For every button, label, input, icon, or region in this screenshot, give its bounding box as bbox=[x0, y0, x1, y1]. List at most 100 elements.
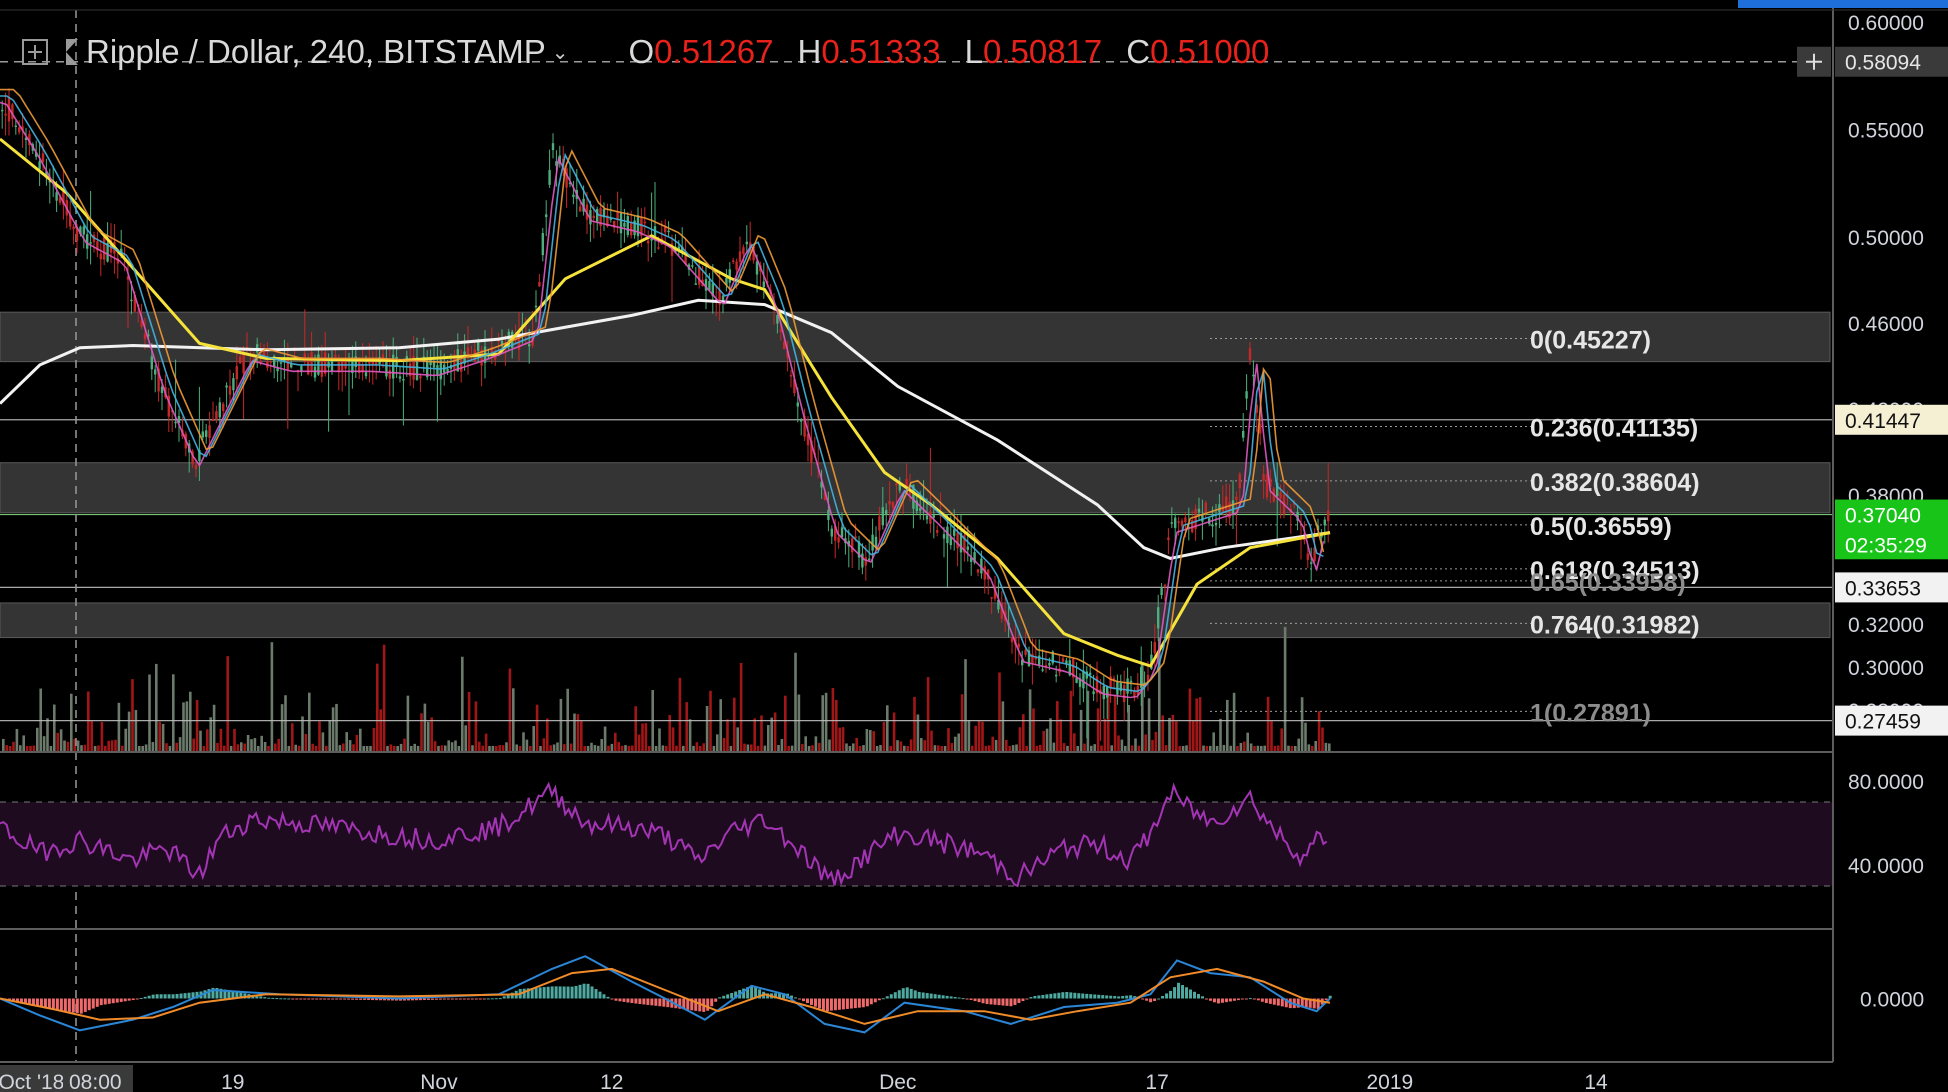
macd-histogram-bar bbox=[466, 998, 470, 1000]
volume-bar bbox=[1090, 745, 1093, 752]
macd-histogram-bar bbox=[1296, 998, 1300, 1008]
candle-body bbox=[966, 546, 969, 550]
volume-bar bbox=[777, 745, 780, 752]
candle-body bbox=[239, 356, 242, 364]
volume-bar bbox=[175, 742, 178, 752]
macd-histogram-bar bbox=[610, 998, 614, 1000]
candle-body bbox=[242, 352, 245, 374]
volume-bar bbox=[454, 740, 457, 752]
macd-histogram-bar bbox=[355, 998, 359, 1000]
macd-histogram-bar bbox=[626, 998, 630, 1003]
macd-histogram-bar bbox=[111, 998, 115, 1004]
volume-bar bbox=[1185, 745, 1188, 752]
volume-bar bbox=[1018, 727, 1022, 752]
volume-bar bbox=[1294, 746, 1297, 752]
candle-body bbox=[1242, 431, 1245, 438]
macd-histogram-bar bbox=[754, 986, 758, 999]
macd-histogram-bar bbox=[861, 998, 865, 1008]
candle-body bbox=[1180, 520, 1184, 527]
candle-body bbox=[728, 269, 731, 283]
candle-body bbox=[500, 340, 504, 347]
chevron-down-icon[interactable]: ⌄ bbox=[551, 41, 569, 64]
volume-bar bbox=[59, 729, 63, 752]
macd-histogram-bar bbox=[614, 998, 618, 1001]
low-readout: L0.50817 bbox=[964, 33, 1103, 70]
time-tick-label: 06 Oct '18 bbox=[0, 1071, 64, 1092]
volume-bar bbox=[665, 745, 668, 752]
candle-body bbox=[806, 434, 810, 446]
candle-body bbox=[820, 481, 823, 488]
price-tick-label: 0.46000 bbox=[1848, 313, 1924, 336]
macd-histogram-bar bbox=[1324, 998, 1328, 1001]
candle-body bbox=[96, 241, 99, 251]
candle-body bbox=[130, 299, 133, 302]
volume-bar bbox=[223, 745, 226, 752]
macd-histogram-bar bbox=[1204, 998, 1208, 1000]
candle-body bbox=[545, 214, 548, 217]
volume-bar bbox=[668, 715, 671, 752]
volume-bar bbox=[331, 707, 335, 752]
macd-histogram-bar bbox=[1145, 998, 1149, 1001]
macd-histogram-bar bbox=[618, 998, 622, 1002]
volume-bar bbox=[590, 742, 593, 752]
macd-histogram-bar bbox=[351, 998, 355, 1000]
ma200-line bbox=[0, 298, 1331, 560]
candle-body bbox=[337, 362, 340, 373]
macd-histogram-bar bbox=[287, 998, 291, 1000]
macd-histogram-bar bbox=[83, 998, 87, 1012]
macd-histogram-bar bbox=[51, 998, 55, 1010]
resistance-zone bbox=[0, 462, 1831, 514]
volume-bar bbox=[131, 679, 134, 752]
volume-bar bbox=[773, 712, 777, 752]
candle-body bbox=[840, 527, 844, 538]
volume-bar bbox=[546, 718, 549, 752]
volume-bar bbox=[848, 745, 852, 752]
macd-histogram-bar bbox=[323, 998, 327, 1000]
volume-bar bbox=[240, 742, 243, 752]
candle-body bbox=[599, 207, 602, 227]
volume-bar bbox=[1141, 664, 1144, 752]
volume-bar bbox=[790, 745, 794, 752]
flag-icon[interactable] bbox=[66, 39, 78, 65]
candle-body bbox=[793, 379, 796, 394]
volume-bar bbox=[1222, 744, 1226, 752]
volume-bar bbox=[556, 742, 559, 752]
macd-histogram-bar bbox=[662, 998, 666, 1007]
macd-histogram-bar bbox=[295, 998, 299, 1000]
macd-histogram-bar bbox=[195, 991, 199, 999]
candle-body bbox=[1327, 510, 1330, 522]
volume-bar bbox=[427, 721, 430, 752]
volume-bar bbox=[1260, 745, 1263, 752]
macd-histogram-bar bbox=[1224, 998, 1228, 1003]
macd-histogram-bar bbox=[430, 998, 434, 1000]
macd-histogram-bar bbox=[1005, 998, 1009, 1006]
macd-histogram-bar bbox=[993, 998, 997, 1005]
macd-histogram-bar bbox=[598, 991, 602, 999]
volume-bar bbox=[253, 738, 257, 752]
candle-body bbox=[191, 451, 194, 465]
volume-bar bbox=[393, 745, 396, 752]
symbol-title[interactable]: Ripple / Dollar, 240, BITSTAMP bbox=[86, 33, 546, 70]
volume-bar bbox=[267, 745, 270, 752]
candle-body bbox=[460, 360, 463, 372]
macd-histogram-bar bbox=[191, 992, 195, 999]
macd-histogram-bar bbox=[778, 993, 782, 999]
time-tick-label: 14 bbox=[1584, 1071, 1608, 1092]
volume-bar bbox=[1032, 708, 1035, 752]
macd-histogram-bar bbox=[925, 993, 929, 999]
volume-bar bbox=[308, 692, 311, 752]
macd-histogram-bar bbox=[1232, 998, 1236, 1001]
macd-histogram-bar bbox=[1304, 998, 1308, 1008]
candle-body bbox=[103, 237, 106, 260]
expand-plus-icon[interactable] bbox=[22, 39, 48, 65]
volume-bar bbox=[794, 652, 797, 752]
volume-bar bbox=[202, 745, 206, 752]
macd-histogram-bar bbox=[343, 998, 347, 1000]
macd-histogram-bar bbox=[1252, 998, 1256, 1000]
volume-bar bbox=[631, 745, 634, 752]
macd-histogram-bar bbox=[243, 993, 247, 999]
candle-body bbox=[303, 353, 306, 362]
candle-body bbox=[1170, 522, 1173, 524]
volume-bar bbox=[1151, 739, 1154, 752]
